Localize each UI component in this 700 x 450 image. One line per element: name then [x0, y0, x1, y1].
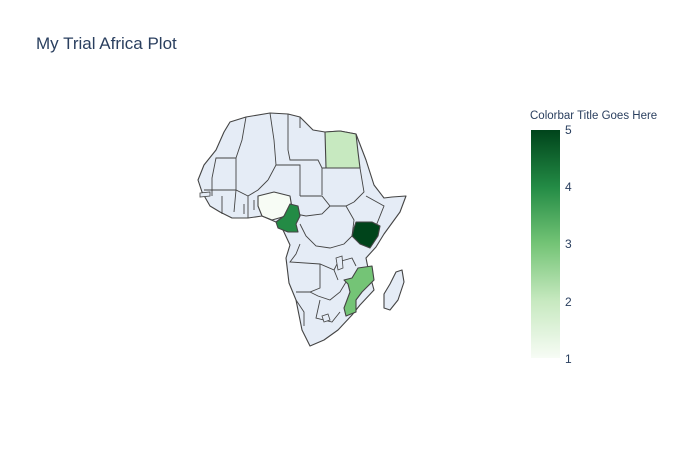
colorbar-tick-1: 1 — [565, 352, 572, 366]
country-mozambique — [343, 265, 375, 317]
colorbar-gradient — [531, 130, 560, 358]
colorbar-tick-4: 4 — [565, 180, 572, 194]
colorbar-title: Colorbar Title Goes Here — [530, 110, 658, 122]
country-kenya — [351, 221, 381, 249]
country-egypt — [324, 130, 361, 169]
madagascar — [383, 269, 405, 311]
country-cameroon — [275, 203, 301, 233]
colorbar-tick-3: 3 — [565, 237, 572, 251]
colorbar-tick-5: 5 — [565, 123, 572, 137]
plot-title: My Trial Africa Plot — [36, 34, 177, 53]
colorbar-tick-2: 2 — [565, 295, 572, 309]
